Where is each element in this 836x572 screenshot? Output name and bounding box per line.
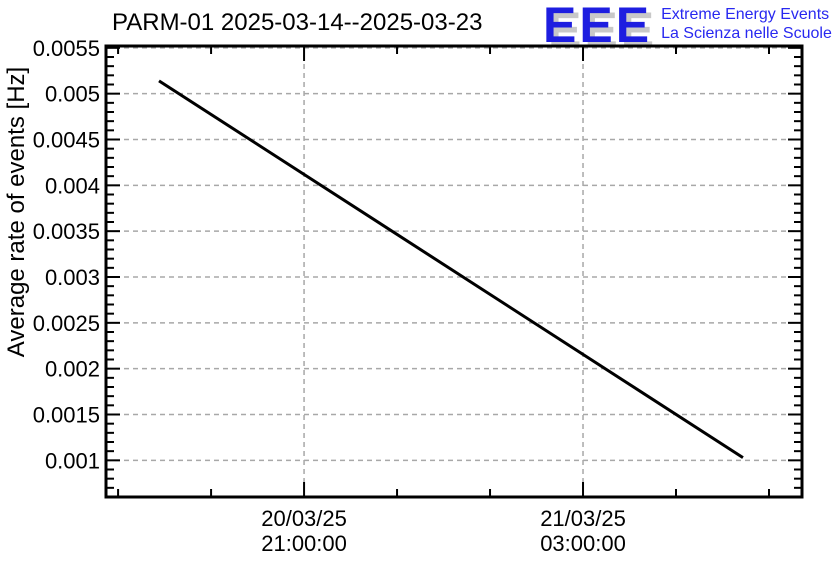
- eee-logo: EEE Extreme Energy Events La Scienza nel…: [543, 0, 832, 53]
- y-tick-label: 0.0055: [33, 36, 100, 61]
- plot-title: PARM-01 2025-03-14--2025-03-23: [112, 9, 483, 36]
- eee-logo-text: Extreme Energy Events La Scienza nelle S…: [661, 5, 832, 43]
- y-tick-label: 0.001: [45, 448, 100, 473]
- x-tick-label: 21/03/25: [540, 506, 626, 531]
- y-tick-label: 0.005: [45, 82, 100, 107]
- eee-logo-line1: Extreme Energy Events: [661, 6, 830, 23]
- eee-logo-acronym: EEE: [543, 0, 653, 53]
- y-tick-label: 0.004: [45, 173, 100, 198]
- x-tick-label: 20/03/25: [261, 506, 347, 531]
- x-tick-label: 21:00:00: [261, 531, 347, 556]
- y-tick-label: 0.0045: [33, 128, 100, 153]
- y-axis-title: Average rate of events [Hz]: [3, 67, 30, 357]
- eee-logo-line2: La Scienza nelle Scuole: [661, 25, 832, 42]
- y-tick-label: 0.0035: [33, 219, 100, 244]
- data-line-average_rate_hz: [158, 79, 744, 459]
- y-tick-label: 0.003: [45, 265, 100, 290]
- y-tick-label: 0.0015: [33, 403, 100, 428]
- plot-frame: [104, 44, 804, 499]
- y-tick-label: 0.002: [45, 357, 100, 382]
- y-tick-label: 0.0025: [33, 311, 100, 336]
- x-tick-label: 03:00:00: [540, 531, 626, 556]
